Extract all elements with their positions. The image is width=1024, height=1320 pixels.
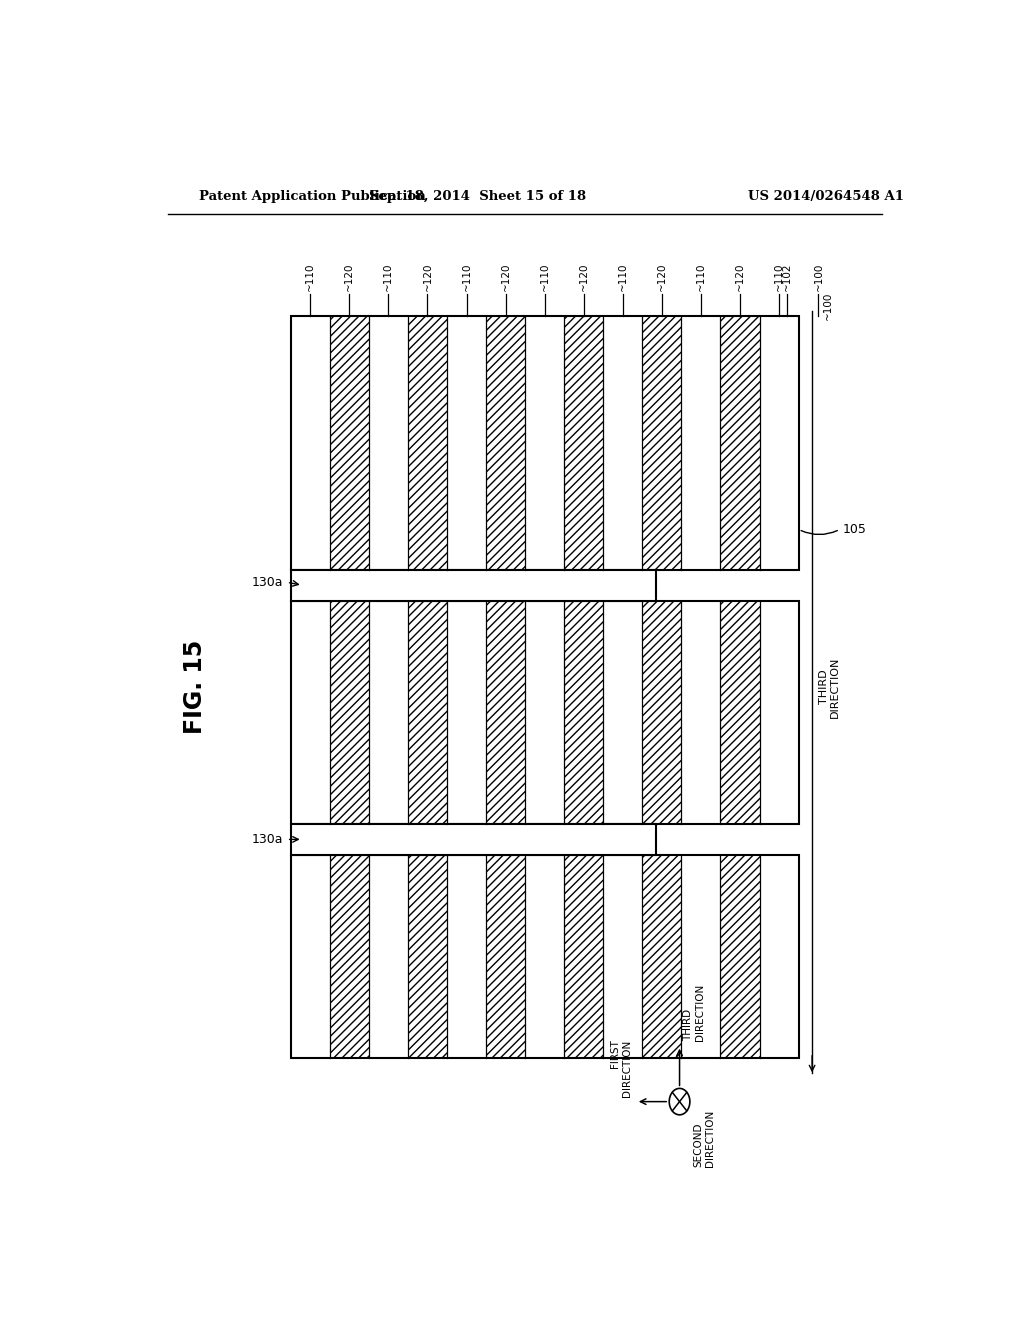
Bar (721, 854, 760, 1057)
Bar (721, 315, 760, 570)
Bar (525, 601, 564, 824)
Bar (681, 854, 721, 1057)
Bar (486, 315, 525, 570)
Bar (642, 601, 681, 824)
Text: ~120: ~120 (656, 263, 667, 290)
Text: SECOND
DIRECTION: SECOND DIRECTION (694, 1110, 716, 1167)
Bar (564, 854, 603, 1057)
Bar (408, 315, 446, 570)
Text: FIRST
DIRECTION: FIRST DIRECTION (610, 1039, 632, 1097)
Bar (564, 601, 603, 824)
Text: ~100: ~100 (813, 263, 823, 290)
Bar (408, 601, 446, 824)
Bar (408, 601, 446, 824)
Bar (564, 601, 603, 824)
Text: ~110: ~110 (617, 263, 628, 290)
Bar (603, 315, 642, 570)
Bar (486, 854, 525, 1057)
Text: ~102: ~102 (782, 263, 792, 290)
Bar (564, 315, 603, 570)
Bar (564, 315, 603, 570)
Bar (330, 601, 369, 824)
Bar (564, 854, 603, 1057)
Bar (408, 315, 446, 570)
Bar (291, 601, 330, 824)
Circle shape (670, 1089, 690, 1115)
Text: ~110: ~110 (774, 263, 784, 290)
Bar (642, 854, 681, 1057)
Bar (721, 315, 760, 570)
Bar (291, 854, 799, 1057)
Bar (291, 824, 656, 854)
Text: ~120: ~120 (735, 263, 745, 290)
Bar (291, 601, 799, 824)
Bar (330, 315, 369, 570)
Text: ~110: ~110 (462, 263, 471, 290)
Text: 105: 105 (842, 523, 866, 536)
Bar (642, 854, 681, 1057)
Text: 130a: 130a (251, 833, 283, 846)
Bar (603, 854, 642, 1057)
Bar (642, 315, 681, 570)
Text: ~120: ~120 (501, 263, 511, 290)
Bar (721, 854, 760, 1057)
Bar (291, 854, 330, 1057)
Text: FIG. 15: FIG. 15 (183, 640, 208, 734)
Bar (369, 854, 408, 1057)
Text: Sep. 18, 2014  Sheet 15 of 18: Sep. 18, 2014 Sheet 15 of 18 (369, 190, 586, 202)
Text: ~110: ~110 (305, 263, 315, 290)
Text: Patent Application Publication: Patent Application Publication (200, 190, 426, 202)
Bar (642, 315, 681, 570)
Bar (446, 854, 486, 1057)
Bar (603, 601, 642, 824)
Text: ~120: ~120 (344, 263, 354, 290)
Text: ~120: ~120 (423, 263, 432, 290)
Text: US 2014/0264548 A1: US 2014/0264548 A1 (749, 190, 904, 202)
Bar (681, 315, 721, 570)
Bar (760, 315, 799, 570)
Text: ~110: ~110 (540, 263, 550, 290)
Bar (369, 315, 408, 570)
Bar (486, 601, 525, 824)
Bar (642, 601, 681, 824)
Bar (721, 601, 760, 824)
Text: ~110: ~110 (696, 263, 706, 290)
Bar (446, 315, 486, 570)
Bar (681, 601, 721, 824)
Bar (486, 601, 525, 824)
Bar (446, 601, 486, 824)
Bar (408, 854, 446, 1057)
Bar (291, 315, 799, 570)
Text: ~100: ~100 (822, 292, 833, 319)
Bar (760, 854, 799, 1057)
Text: ~110: ~110 (383, 263, 393, 290)
Bar (330, 854, 369, 1057)
Bar (330, 601, 369, 824)
Bar (525, 315, 564, 570)
Bar (330, 315, 369, 570)
Bar (291, 315, 330, 570)
Bar (525, 854, 564, 1057)
Text: 130a: 130a (251, 576, 283, 589)
Text: THIRD
DIRECTION: THIRD DIRECTION (819, 656, 841, 718)
Bar (291, 570, 656, 601)
Text: THIRD
DIRECTION: THIRD DIRECTION (684, 983, 706, 1040)
Bar (760, 601, 799, 824)
Bar (330, 854, 369, 1057)
Bar (486, 315, 525, 570)
Text: ~120: ~120 (579, 263, 589, 290)
Bar (486, 854, 525, 1057)
Bar (369, 601, 408, 824)
Bar (408, 854, 446, 1057)
Bar (721, 601, 760, 824)
